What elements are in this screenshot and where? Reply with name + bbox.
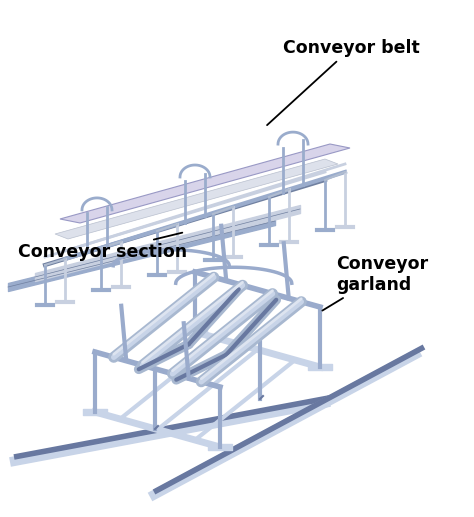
Text: Conveyor belt: Conveyor belt	[267, 39, 420, 125]
Polygon shape	[60, 144, 350, 223]
Text: Conveyor
garland: Conveyor garland	[322, 255, 428, 311]
Text: Conveyor section: Conveyor section	[18, 233, 187, 261]
Polygon shape	[55, 159, 338, 239]
